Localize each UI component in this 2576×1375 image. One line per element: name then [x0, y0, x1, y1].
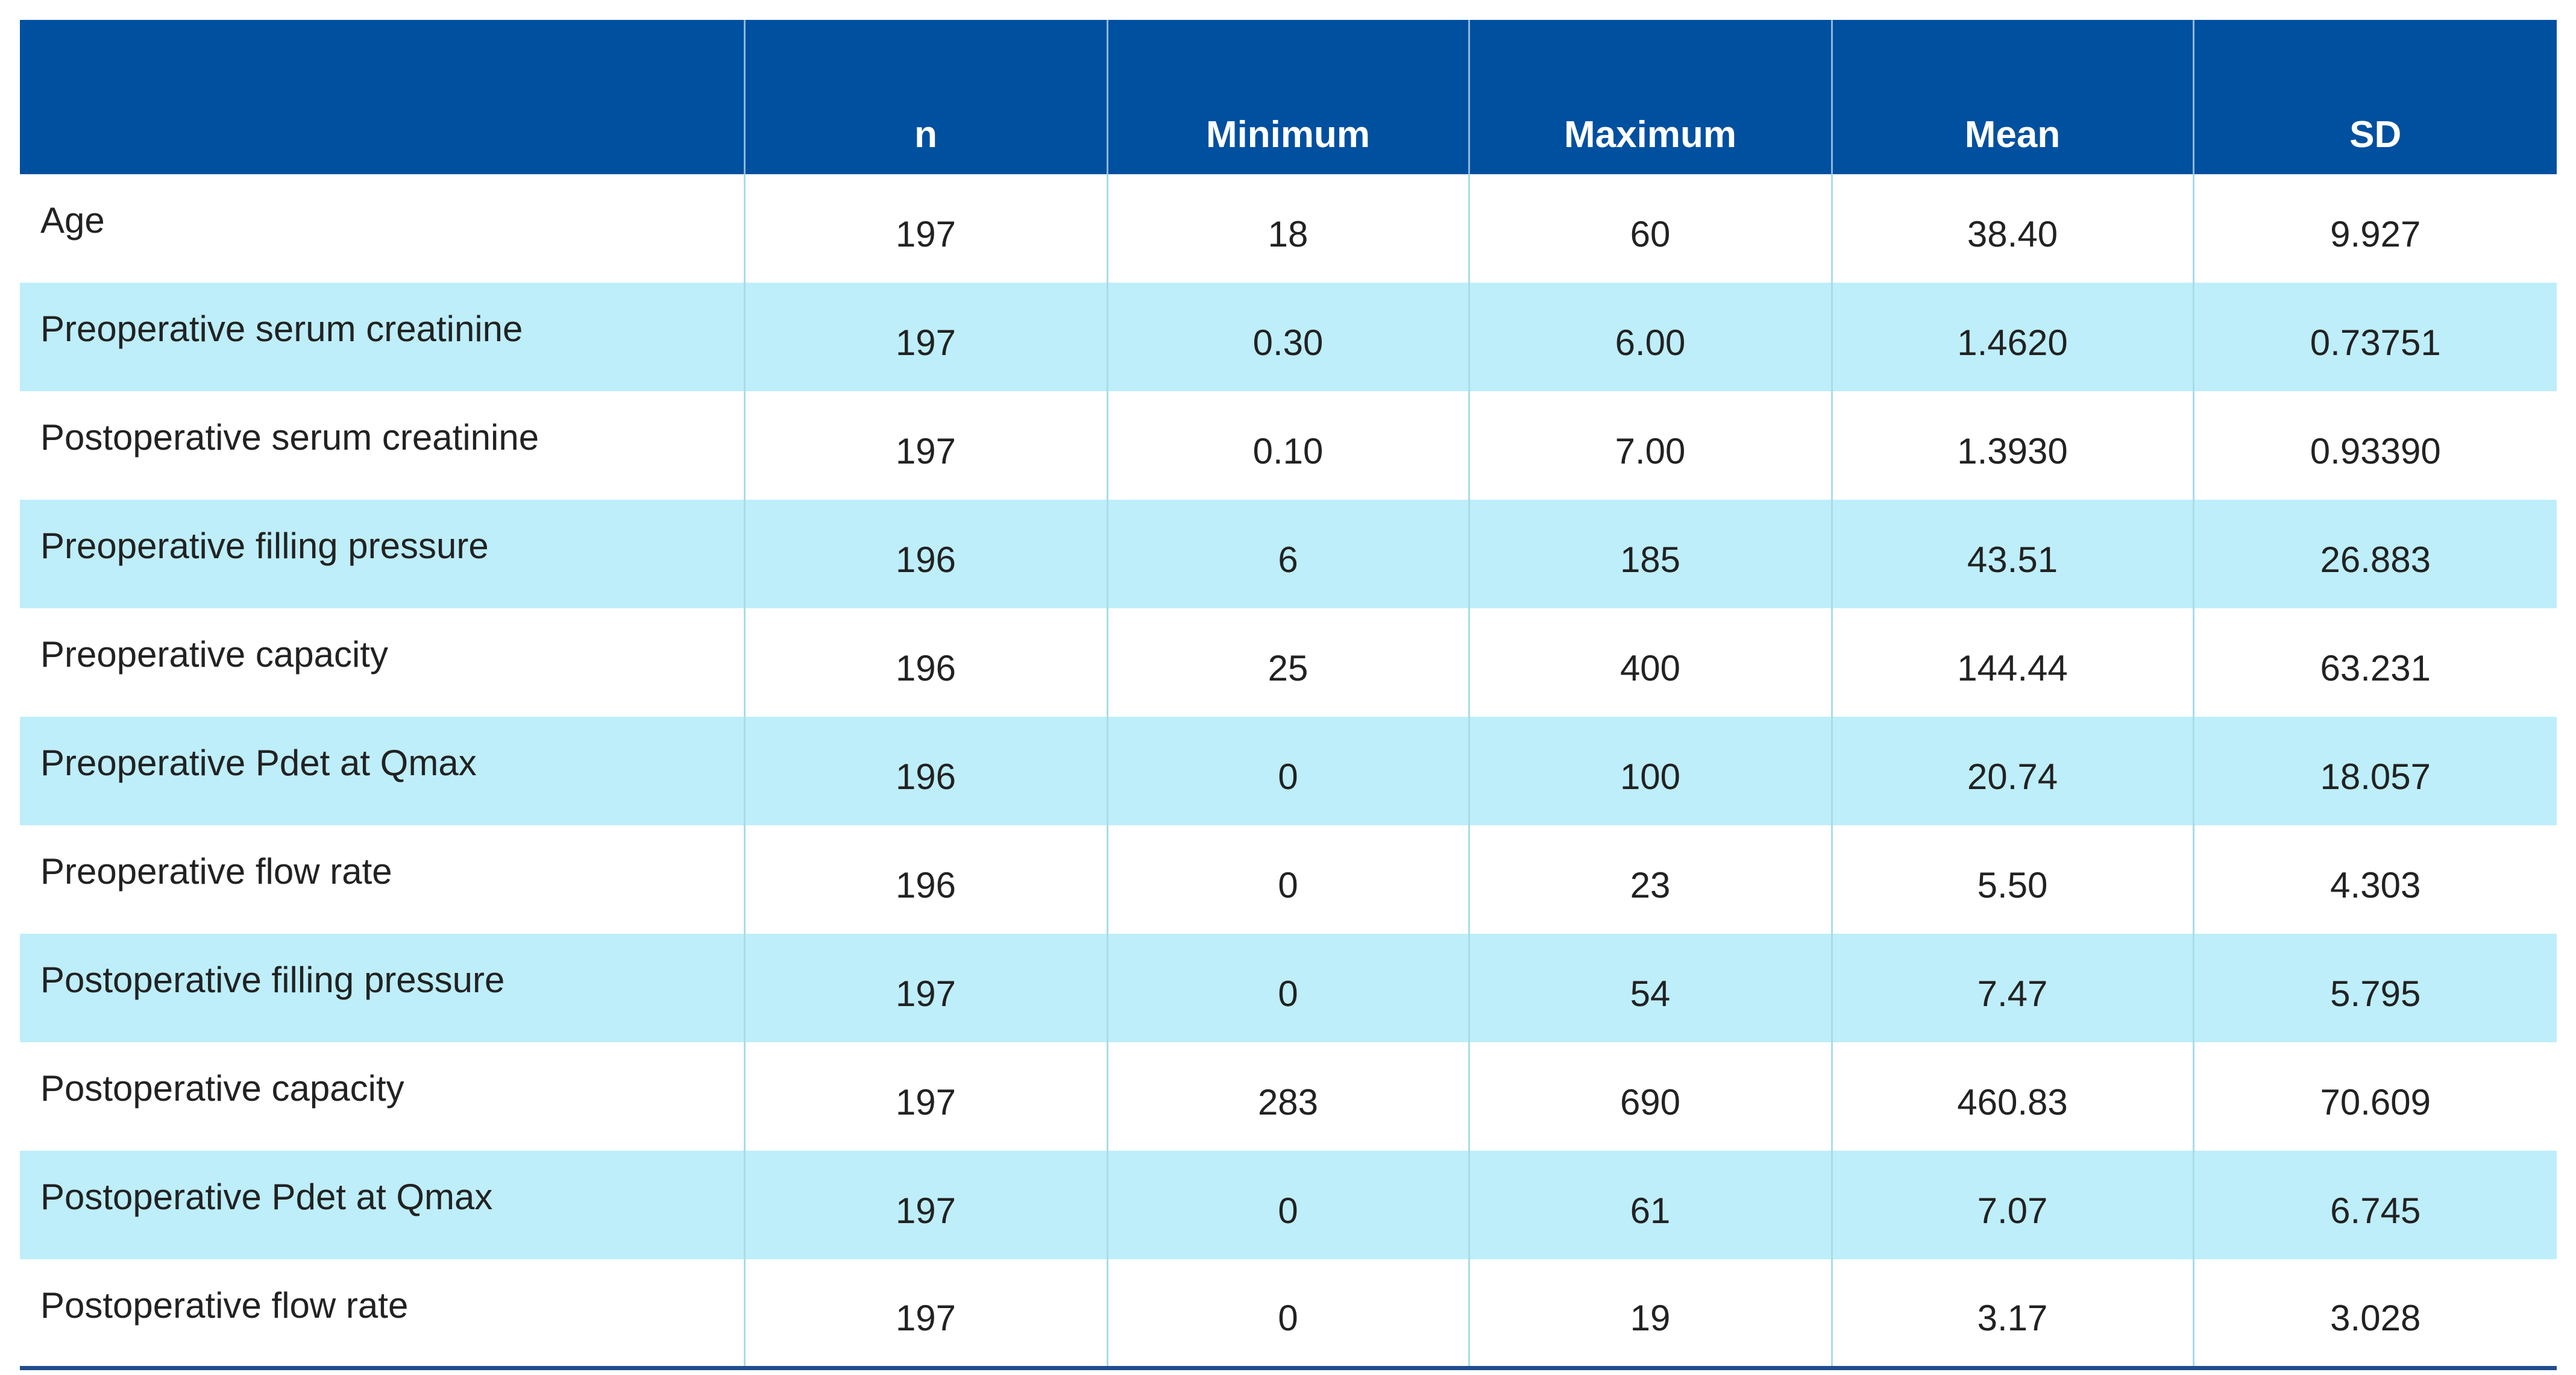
cell: 38.40 — [1830, 174, 2193, 283]
cell: 0.30 — [1106, 283, 1469, 391]
header-cell: Minimum — [1106, 20, 1469, 174]
cell: 25 — [1106, 608, 1469, 717]
table-row: Preoperative filling pressure 196 6 185 43.5… — [20, 500, 2557, 608]
cell: 61 — [1468, 1151, 1832, 1259]
header-cell: SD — [2192, 20, 2557, 174]
table-row: Preoperative capacity 196 25 400 144.44 63.23… — [20, 608, 2557, 717]
cell: 0 — [1106, 1151, 1469, 1259]
row-label: Preoperative filling pressure — [20, 500, 744, 608]
cell: 197 — [743, 934, 1107, 1042]
cell: 6.00 — [1468, 283, 1832, 391]
header-cell: Maximum — [1468, 20, 1832, 174]
cell: 197 — [743, 1151, 1107, 1259]
cell: 690 — [1468, 1042, 1832, 1151]
table-row: Postoperative capacity 197 283 690 460.83 70.… — [20, 1042, 2557, 1151]
cell: 0 — [1106, 717, 1469, 825]
header-cell: Mean — [1830, 20, 2193, 174]
row-label: Postoperative serum creatinine — [40, 417, 539, 458]
cell: 0.73751 — [2192, 283, 2557, 391]
cell: 197 — [743, 283, 1107, 391]
cell: 1.4620 — [1830, 283, 2193, 391]
cell: 23 — [1468, 825, 1832, 934]
row-label: Postoperative flow rate — [40, 1285, 409, 1326]
cell: 0 — [1106, 934, 1469, 1042]
cell: 0.93390 — [2192, 391, 2557, 500]
cell: 3.17 — [1830, 1259, 2193, 1368]
cell: 20.74 — [1830, 717, 2193, 825]
cell: 3.028 — [2192, 1259, 2557, 1368]
table-row: Preoperative flow rate 196 0 23 5.50 4.303 — [20, 825, 2557, 934]
cell: 7.00 — [1468, 391, 1832, 500]
cell: 0 — [1106, 825, 1469, 934]
cell: 197 — [743, 1042, 1107, 1151]
cell: 63.231 — [2192, 608, 2557, 717]
cell: 7.07 — [1830, 1151, 2193, 1259]
row-label: Preoperative Pdet at Qmax — [20, 717, 744, 825]
cell: 196 — [743, 500, 1107, 608]
cell: 4.303 — [2192, 825, 2557, 934]
table-row: Age 197 18 60 38.40 9.927 — [20, 174, 2557, 283]
header-cell: n — [743, 20, 1107, 174]
cell: 197 — [743, 1259, 1107, 1368]
table-row: Preoperative serum creatinine 197 0.30 6.00… — [20, 283, 2557, 391]
cell: 18.057 — [2192, 717, 2557, 825]
cell: 60 — [1468, 174, 1832, 283]
cell: 19 — [1468, 1259, 1832, 1368]
cell: 196 — [743, 608, 1107, 717]
table-row: Postoperative filling pressure 197 0 54 7.47… — [20, 934, 2557, 1042]
cell: 144.44 — [1830, 608, 2193, 717]
table-row: Preoperative Pdet at Qmax 196 0 100 20.74 18.… — [20, 717, 2557, 825]
row-label: Postoperative filling pressure — [20, 934, 744, 1042]
cell: 43.51 — [1830, 500, 2193, 608]
cell: 5.50 — [1830, 825, 2193, 934]
cell: 70.609 — [2192, 1042, 2557, 1151]
table-row: Postoperative flow rate 197 0 19 3.17 3.028 — [20, 1259, 2557, 1368]
cell: 18 — [1106, 174, 1469, 283]
cell: 9.927 — [2192, 174, 2557, 283]
row-label: Age — [40, 200, 105, 241]
cell: 6 — [1106, 500, 1469, 608]
table-row: Postoperative Pdet at Qmax 197 0 61 7.07 6.74… — [20, 1151, 2557, 1259]
cell: 54 — [1468, 934, 1832, 1042]
cell: 100 — [1468, 717, 1832, 825]
cell: 185 — [1468, 500, 1832, 608]
cell: 197 — [743, 391, 1107, 500]
table-body: Age 197 18 60 38.40 9.927 Preoperative serum c… — [20, 174, 2557, 1368]
cell: 0 — [1106, 1259, 1469, 1368]
cell: 283 — [1106, 1042, 1469, 1151]
stats-table: n Minimum Maximum Mean SD Age 197 18 60 38.40 9.9… — [20, 20, 2557, 1370]
header-row: n Minimum Maximum Mean SD — [20, 20, 2557, 174]
row-label: Postoperative Pdet at Qmax — [20, 1151, 744, 1259]
cell: 197 — [743, 174, 1107, 283]
cell: 6.745 — [2192, 1151, 2557, 1259]
cell: 7.47 — [1830, 934, 2193, 1042]
row-label: Postoperative capacity — [40, 1068, 404, 1109]
cell: 1.3930 — [1830, 391, 2193, 500]
cell: 26.883 — [2192, 500, 2557, 608]
header-cell — [20, 20, 744, 174]
cell: 400 — [1468, 608, 1832, 717]
row-label: Preoperative capacity — [40, 634, 388, 675]
cell: 196 — [743, 717, 1107, 825]
cell: 196 — [743, 825, 1107, 934]
cell: 5.795 — [2192, 934, 2557, 1042]
cell: 0.10 — [1106, 391, 1469, 500]
row-label: Preoperative flow rate — [40, 851, 392, 892]
table-row: Postoperative serum creatinine 197 0.10 7.0… — [20, 391, 2557, 500]
row-label: Preoperative serum creatinine — [20, 283, 744, 391]
table-header: n Minimum Maximum Mean SD — [20, 20, 2557, 174]
cell: 460.83 — [1830, 1042, 2193, 1151]
